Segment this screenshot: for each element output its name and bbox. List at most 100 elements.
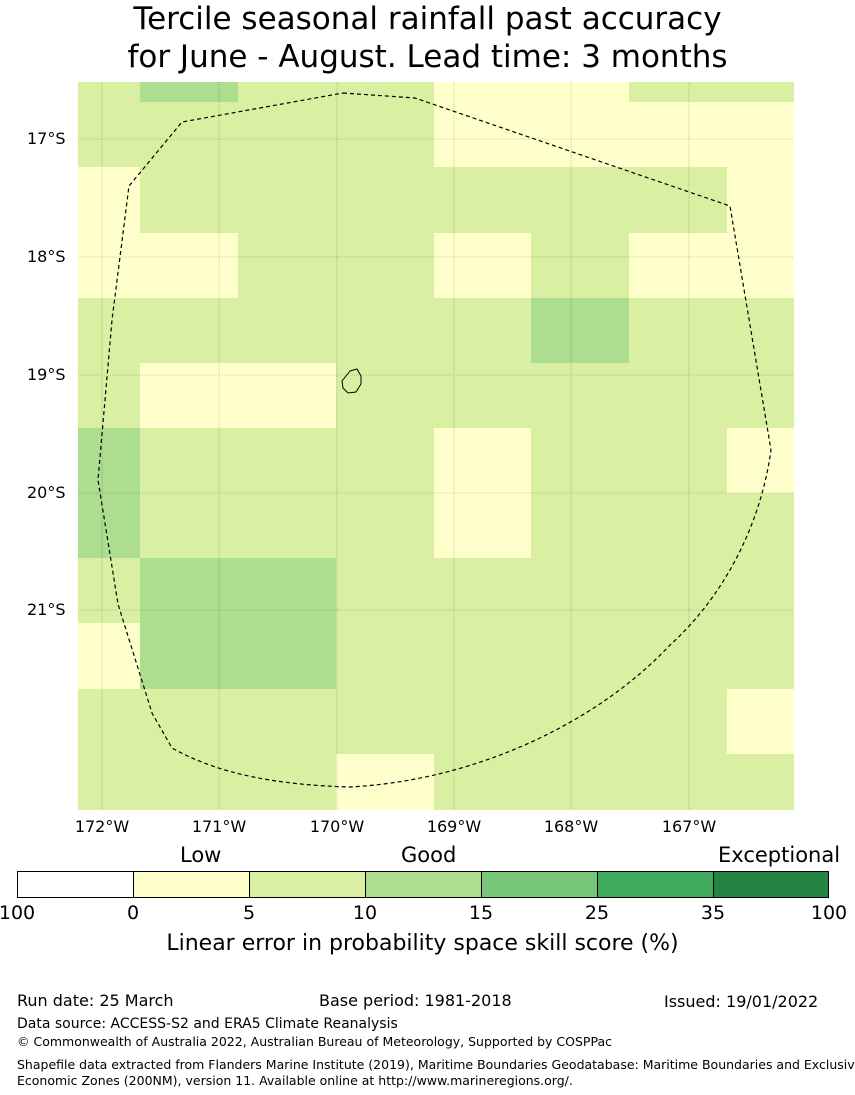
colorbar-tick: 25 [584, 902, 610, 924]
lon-label: 167°W [661, 817, 717, 836]
grid-cell [140, 233, 238, 298]
grid-cell [78, 689, 140, 754]
copyright: © Commonwealth of Australia 2022, Austra… [17, 1034, 612, 1049]
grid-cell [238, 102, 336, 167]
grid-cell [434, 689, 531, 754]
lon-label: 168°W [543, 817, 599, 836]
grid-cell [629, 298, 727, 363]
grid-cell [434, 298, 531, 363]
grid-cell [629, 102, 727, 167]
colorbar-box [597, 871, 713, 898]
grid-cell [140, 493, 238, 558]
grid-cell [336, 233, 434, 298]
lon-label: 170°W [309, 817, 365, 836]
grid-cell [434, 102, 531, 167]
grid-cell [238, 233, 336, 298]
grid-cell [629, 689, 727, 754]
grid-cell [140, 558, 238, 623]
grid-cell [78, 233, 140, 298]
grid-cell [629, 428, 727, 493]
lat-label: 18°S [27, 247, 66, 266]
grid-cell [78, 363, 140, 428]
grid-cell [531, 102, 629, 167]
grid-cell [531, 754, 629, 810]
grid-cell [629, 493, 727, 558]
skill-grid [78, 82, 794, 810]
grid-cell [531, 689, 629, 754]
data-source: Data source: ACCESS-S2 and ERA5 Climate … [17, 1016, 398, 1032]
grid-cell [140, 623, 238, 689]
grid-cell [336, 493, 434, 558]
lon-label: 171°W [191, 817, 247, 836]
grid-cell [78, 298, 140, 363]
grid-cell [434, 233, 531, 298]
grid-cell [78, 754, 140, 810]
grid-cell [434, 558, 531, 623]
grid-cell [336, 754, 434, 810]
grid-cell [238, 298, 336, 363]
lat-label: 20°S [27, 483, 66, 502]
grid-cell [78, 167, 140, 233]
colorbar-title: Linear error in probability space skill … [166, 931, 679, 956]
grid-cell [238, 493, 336, 558]
grid-cell [531, 233, 629, 298]
grid-cell [78, 623, 140, 689]
grid-cell [140, 754, 238, 810]
legend-category-exceptional: Exceptional [718, 843, 841, 867]
grid-cell [727, 233, 794, 298]
grid-cell [727, 558, 794, 623]
base-period: Base period: 1981-2018 [319, 991, 512, 1010]
lon-label: 169°W [426, 817, 482, 836]
grid-cell [434, 623, 531, 689]
colorbar-box [133, 871, 249, 898]
grid-cell [336, 428, 434, 493]
graticule [78, 82, 794, 810]
grid-cell [434, 82, 531, 102]
grid-cell [434, 167, 531, 233]
title-line-2: for June - August. Lead time: 3 months [127, 39, 728, 75]
grid-cell [531, 363, 629, 428]
shapefile-credit-line-1: Shapefile data extracted from Flanders M… [17, 1057, 855, 1072]
grid-cell [531, 167, 629, 233]
grid-cell [727, 689, 794, 754]
grid-cell [727, 623, 794, 689]
legend-category-low: Low [180, 843, 222, 867]
island-outline [341, 368, 362, 394]
grid-cell [140, 298, 238, 363]
grid-cell [336, 558, 434, 623]
grid-cell [78, 102, 140, 167]
grid-cell [140, 82, 238, 102]
colorbar-box [249, 871, 365, 898]
legend-category-good: Good [401, 843, 457, 867]
colorbar-box [713, 871, 829, 898]
grid-cell [629, 754, 727, 810]
grid-cell [727, 102, 794, 167]
grid-cell [238, 558, 336, 623]
grid-cell [78, 558, 140, 623]
grid-cell [434, 363, 531, 428]
grid-cell [629, 233, 727, 298]
grid-cell [336, 689, 434, 754]
grid-cell [78, 428, 140, 493]
grid-cell [434, 754, 531, 810]
grid-cell [78, 493, 140, 558]
colorbar-tick: 35 [700, 902, 726, 924]
grid-cell [434, 493, 531, 558]
eez-boundary [97, 92, 772, 788]
colorbar-tick: 15 [468, 902, 494, 924]
grid-cell [531, 623, 629, 689]
grid-cell [531, 558, 629, 623]
grid-cell [629, 167, 727, 233]
grid-cell [140, 428, 238, 493]
lat-label: 17°S [27, 129, 66, 148]
shapefile-credit: Shapefile data extracted from Flanders M… [17, 1057, 855, 1089]
title-line-1: Tercile seasonal rainfall past accuracy [133, 1, 722, 37]
grid-cell [140, 102, 238, 167]
grid-cell [434, 428, 531, 493]
grid-cell [336, 82, 434, 102]
grid-cell [727, 754, 794, 810]
grid-cell [336, 363, 434, 428]
grid-cell [336, 167, 434, 233]
grid-cell [238, 623, 336, 689]
grid-cell [238, 167, 336, 233]
